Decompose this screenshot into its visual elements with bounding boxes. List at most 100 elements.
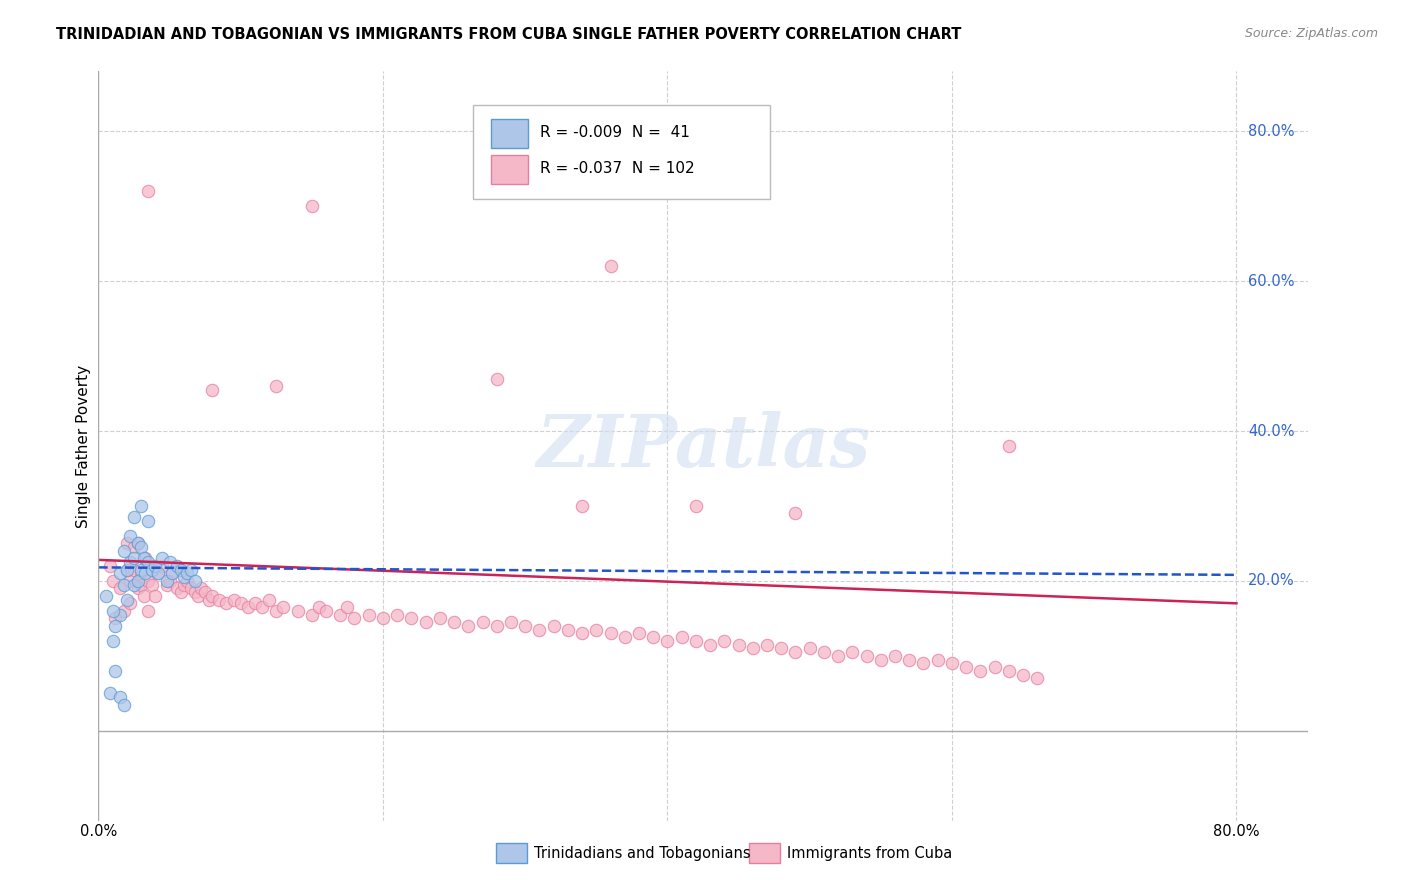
Point bbox=[141, 577, 163, 591]
Point bbox=[257, 592, 280, 607]
Point bbox=[529, 623, 551, 637]
Point bbox=[166, 558, 188, 573]
Point bbox=[927, 652, 949, 666]
Point bbox=[122, 540, 145, 554]
Point bbox=[485, 619, 508, 633]
Point bbox=[657, 633, 679, 648]
Point bbox=[1012, 667, 1035, 681]
Point bbox=[543, 619, 565, 633]
Point bbox=[457, 619, 479, 633]
Point bbox=[371, 611, 394, 625]
Point bbox=[385, 607, 408, 622]
Point bbox=[170, 585, 193, 599]
FancyBboxPatch shape bbox=[492, 155, 527, 184]
Point bbox=[998, 664, 1021, 678]
Point bbox=[176, 566, 198, 581]
Point bbox=[264, 379, 287, 393]
Point bbox=[115, 563, 138, 577]
Point bbox=[841, 645, 863, 659]
Point bbox=[136, 184, 159, 198]
Point bbox=[869, 652, 891, 666]
FancyBboxPatch shape bbox=[474, 105, 769, 199]
Point bbox=[146, 566, 169, 581]
Point bbox=[443, 615, 465, 629]
Point bbox=[685, 633, 707, 648]
Point bbox=[756, 638, 779, 652]
Point bbox=[115, 536, 138, 550]
Point bbox=[152, 551, 174, 566]
Point bbox=[127, 582, 149, 596]
Point bbox=[198, 592, 221, 607]
Point bbox=[101, 574, 124, 588]
Point bbox=[108, 582, 131, 596]
Point bbox=[173, 577, 195, 591]
Text: R = -0.009  N =  41: R = -0.009 N = 41 bbox=[540, 125, 689, 140]
Point bbox=[827, 648, 849, 663]
Point bbox=[627, 626, 650, 640]
Point bbox=[127, 536, 149, 550]
Point bbox=[741, 641, 763, 656]
Point bbox=[184, 574, 207, 588]
Point bbox=[180, 563, 202, 577]
Point bbox=[134, 566, 156, 581]
Point bbox=[180, 582, 202, 596]
Text: R = -0.037  N = 102: R = -0.037 N = 102 bbox=[540, 161, 695, 177]
Text: 80.0%: 80.0% bbox=[1213, 824, 1260, 839]
Point bbox=[156, 577, 179, 591]
Point bbox=[785, 507, 807, 521]
Point bbox=[159, 555, 181, 569]
Point bbox=[108, 690, 131, 704]
Point bbox=[104, 619, 127, 633]
FancyBboxPatch shape bbox=[492, 120, 527, 148]
Point bbox=[287, 604, 309, 618]
Point bbox=[136, 555, 159, 569]
Text: 0.0%: 0.0% bbox=[80, 824, 117, 839]
Point bbox=[264, 604, 287, 618]
Point bbox=[118, 596, 141, 610]
Point bbox=[329, 607, 352, 622]
Point bbox=[613, 630, 636, 644]
Point bbox=[152, 558, 174, 573]
Point bbox=[143, 558, 166, 573]
Point bbox=[941, 657, 963, 671]
Point bbox=[243, 596, 266, 610]
Point bbox=[273, 600, 295, 615]
Text: 80.0%: 80.0% bbox=[1249, 124, 1295, 139]
Text: TRINIDADIAN AND TOBAGONIAN VS IMMIGRANTS FROM CUBA SINGLE FATHER POVERTY CORRELA: TRINIDADIAN AND TOBAGONIAN VS IMMIGRANTS… bbox=[56, 27, 962, 42]
Point bbox=[101, 604, 124, 618]
Point bbox=[336, 600, 359, 615]
Point bbox=[557, 623, 579, 637]
Text: Trinidadians and Tobagonians: Trinidadians and Tobagonians bbox=[534, 847, 751, 861]
Point bbox=[884, 648, 907, 663]
Point bbox=[855, 648, 877, 663]
Point bbox=[485, 371, 508, 385]
Text: Immigrants from Cuba: Immigrants from Cuba bbox=[787, 847, 953, 861]
Point bbox=[159, 574, 181, 588]
Point bbox=[170, 563, 193, 577]
Point bbox=[136, 574, 159, 588]
Point bbox=[699, 638, 721, 652]
Point bbox=[585, 623, 607, 637]
Point bbox=[571, 499, 593, 513]
Text: 60.0%: 60.0% bbox=[1249, 274, 1295, 289]
Point bbox=[115, 563, 138, 577]
Point bbox=[983, 660, 1005, 674]
Point bbox=[122, 563, 145, 577]
Point bbox=[156, 574, 179, 588]
Point bbox=[222, 592, 245, 607]
Point bbox=[201, 383, 224, 397]
Point bbox=[401, 611, 423, 625]
Point bbox=[143, 589, 166, 603]
Point bbox=[685, 499, 707, 513]
Point bbox=[969, 664, 991, 678]
Point bbox=[176, 574, 198, 588]
Point bbox=[118, 529, 141, 543]
Point bbox=[129, 566, 152, 581]
Point bbox=[1026, 671, 1049, 685]
Point bbox=[184, 585, 207, 599]
Point bbox=[898, 652, 921, 666]
Point bbox=[343, 611, 366, 625]
Point bbox=[132, 551, 155, 566]
Point bbox=[499, 615, 522, 629]
Y-axis label: Single Father Poverty: Single Father Poverty bbox=[76, 365, 91, 527]
